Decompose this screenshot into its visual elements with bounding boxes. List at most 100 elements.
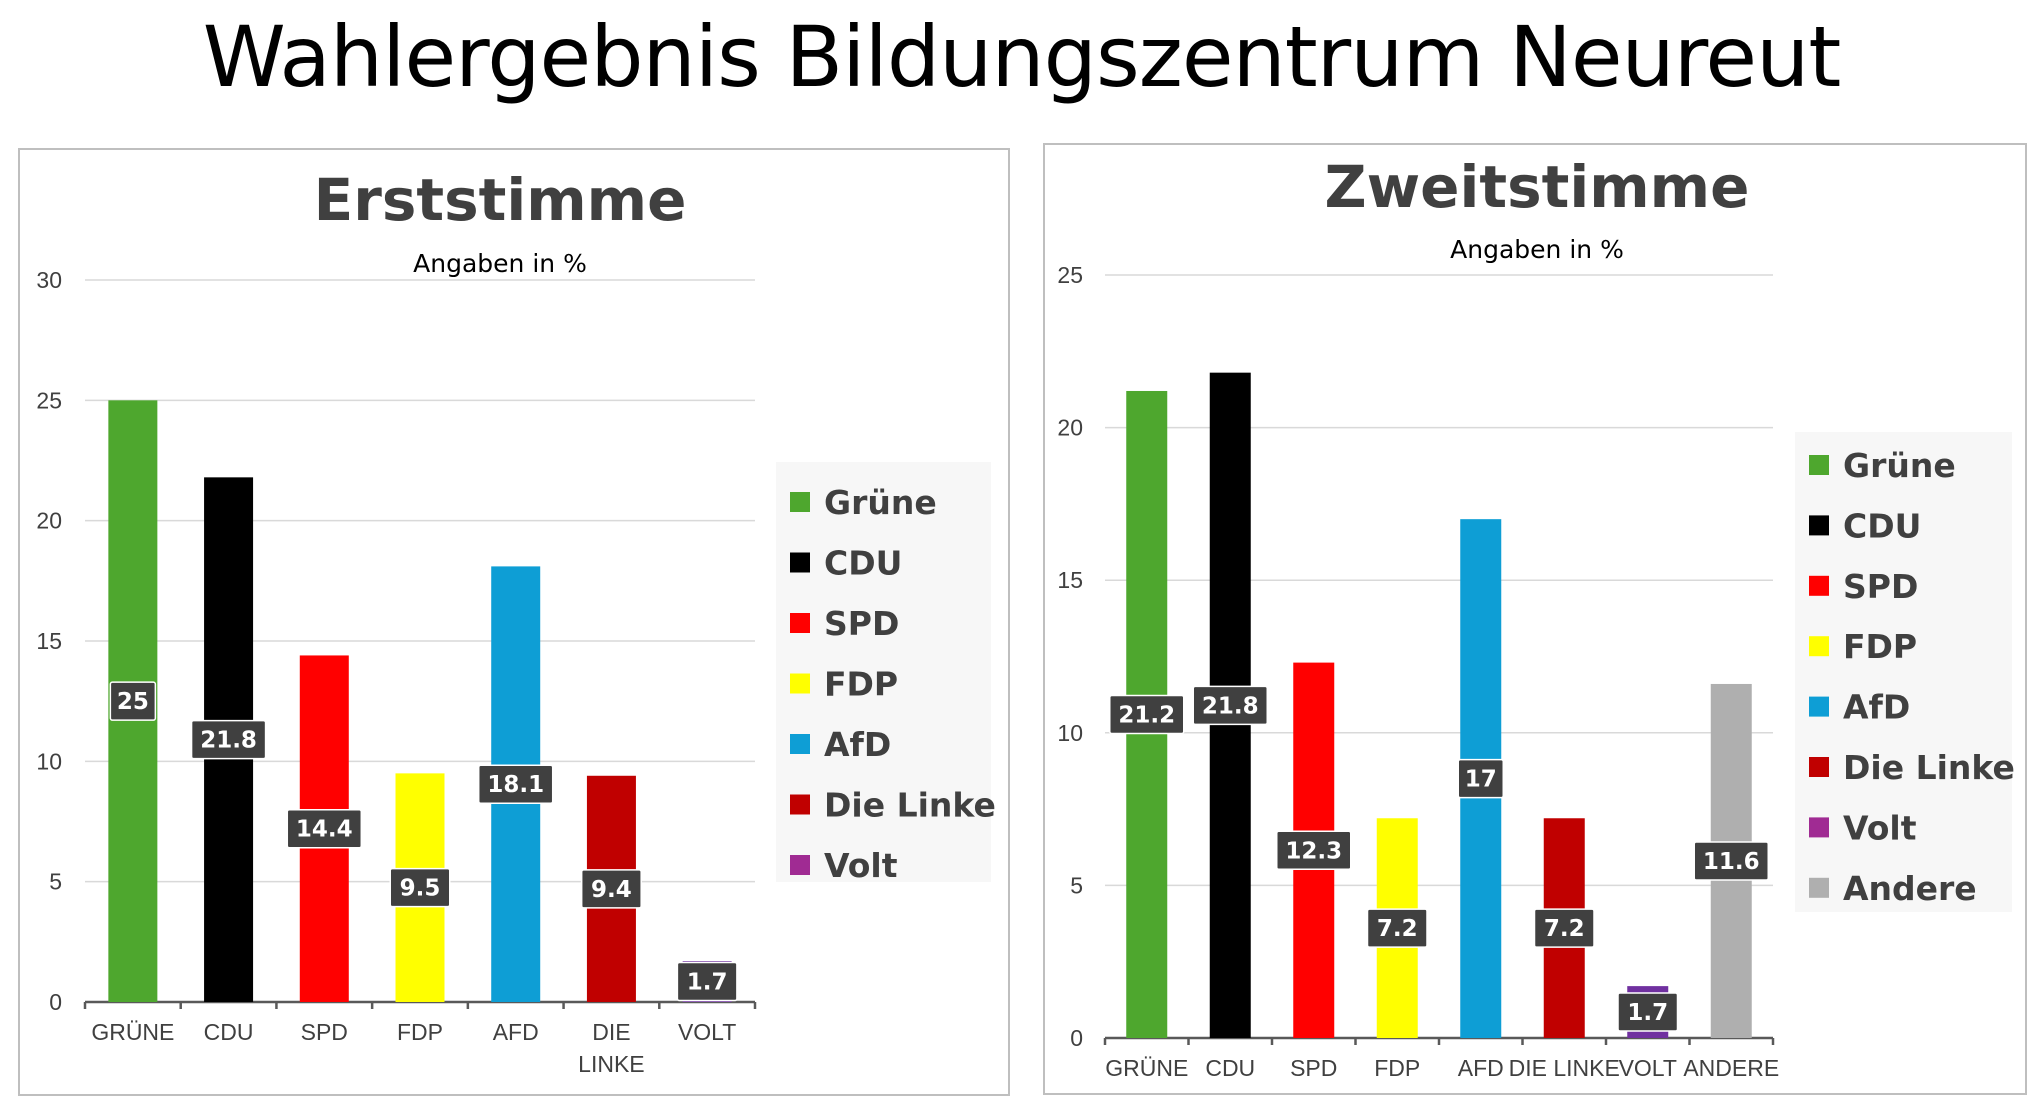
erststimme-data-label-spd: 14.4 (296, 817, 353, 843)
erststimme-legend (776, 462, 991, 882)
zweitstimme-legend-swatch-grüne (1809, 455, 1829, 475)
erststimme-category-label-fdp: FDP (397, 1019, 443, 1045)
erststimme-legend-swatch-volt (790, 855, 810, 875)
erststimme-chart: Erststimme Angaben in % 0 5 10 15 20 25 30 25 21.8… (36, 166, 996, 1077)
zweitstimme-category-label-line: FDP (1374, 1055, 1420, 1081)
erststimme-category-label-spd: SPD (301, 1019, 348, 1045)
erststimme-category-label-line: CDU (204, 1019, 254, 1045)
zweitstimme-y-tick-label: 20 (1057, 415, 1083, 441)
erststimme-data-label-volt: 1.7 (687, 970, 728, 996)
zweitstimme-category-label-line: ANDERE (1683, 1055, 1779, 1081)
zweitstimme-category-label-line: VOLT (1619, 1055, 1677, 1081)
erststimme-category-label-line: VOLT (678, 1019, 736, 1045)
erststimme-y-tick-label: 20 (36, 508, 62, 534)
zweitstimme-legend-swatch-die-linke (1809, 757, 1829, 777)
zweitstimme-category-label-line: AFD (1458, 1055, 1504, 1081)
zweitstimme-legend-swatch-andere (1809, 877, 1829, 898)
zweitstimme-category-label-spd: SPD (1290, 1055, 1337, 1081)
zweitstimme-legend-swatch-fdp (1809, 636, 1829, 657)
zweitstimme-legend-swatch-volt (1809, 817, 1829, 838)
erststimme-legend-swatch-grüne (790, 492, 810, 512)
erststimme-data-label-die-linke: 9.4 (591, 877, 632, 903)
zweitstimme-y-tick-label: 15 (1057, 567, 1083, 593)
erststimme-y-tick-label: 30 (36, 267, 62, 293)
zweitstimme-data-label-box (1457, 758, 1504, 799)
zweitstimme-data-label-box (1366, 908, 1428, 948)
zweitstimme-chart-panel: Zweitstimme Angaben in % 0 5 10 15 20 25 21.2 21.… (1043, 143, 2027, 1095)
erststimme-legend-swatch-afd (790, 734, 810, 754)
erststimme-category-label-line: GRÜNE (91, 1019, 174, 1045)
zweitstimme-category-label-grüne: GRÜNE (1105, 1055, 1188, 1081)
zweitstimme-category-label-line: DIE LINKE (1509, 1055, 1620, 1081)
erststimme-data-label-fdp: 9.5 (400, 876, 441, 902)
erststimme-legend-label-volt: Volt (824, 846, 898, 885)
zweitstimme-data-label-afd: 17 (1465, 767, 1497, 793)
zweitstimme-data-label-die-linke: 7.2 (1544, 916, 1585, 942)
zweitstimme-subtitle: Angaben in % (1450, 235, 1624, 264)
zweitstimme-data-label-box (1192, 685, 1268, 726)
zweitstimme-data-label-spd: 12.3 (1285, 838, 1342, 864)
erststimme-data-label-box (389, 867, 451, 908)
zweitstimme-legend-label-fdp: FDP (1843, 627, 1917, 666)
zweitstimme-y-tick-label: 10 (1057, 720, 1083, 746)
erststimme-legend-swatch-die-linke (790, 794, 810, 815)
erststimme-category-label-line: DIE (592, 1019, 630, 1045)
erststimme-category-label-line: AFD (493, 1019, 539, 1045)
erststimme-data-label-afd: 18.1 (487, 772, 544, 798)
zweitstimme-data-label-box (1276, 830, 1352, 871)
zweitstimme-legend-label-afd: AfD (1843, 688, 1910, 727)
erststimme-legend-swatch-cdu (790, 552, 810, 573)
erststimme-chart-panel: Erststimme Angaben in % 0 5 10 15 20 25 30 25 21.8… (18, 148, 1010, 1096)
zweitstimme-category-label-cdu: CDU (1205, 1055, 1255, 1081)
zweitstimme-category-label-line: CDU (1205, 1055, 1255, 1081)
zweitstimme-y-tick-label: 5 (1070, 872, 1083, 898)
zweitstimme-category-label-line: GRÜNE (1105, 1055, 1188, 1081)
zweitstimme-category-label-fdp: FDP (1374, 1055, 1420, 1081)
zweitstimme-data-label-box (1693, 841, 1769, 881)
erststimme-subtitle: Angaben in % (413, 249, 587, 278)
erststimme-y-tick-label: 25 (36, 387, 62, 413)
erststimme-legend-swatch-fdp (790, 673, 810, 694)
zweitstimme-legend-swatch-cdu (1809, 515, 1829, 536)
erststimme-category-label-line: LINKE (578, 1051, 644, 1077)
zweitstimme-chart: Zweitstimme Angaben in % 0 5 10 15 20 25 21.2 21.… (1057, 153, 2014, 1081)
erststimme-category-label-afd: AFD (493, 1019, 539, 1045)
zweitstimme-legend-label-volt: Volt (1843, 808, 1917, 847)
erststimme-data-label-box (580, 869, 642, 909)
erststimme-legend-label-die-linke: Die Linke (824, 786, 996, 825)
erststimme-y-tick-label: 15 (36, 628, 62, 654)
zweitstimme-data-label-fdp: 7.2 (1377, 916, 1418, 942)
zweitstimme-category-label-line: SPD (1290, 1055, 1337, 1081)
zweitstimme-data-label-box (1109, 694, 1185, 735)
zweitstimme-y-tick-label: 0 (1070, 1025, 1083, 1051)
zweitstimme-data-label-cdu: 21.8 (1202, 693, 1259, 719)
erststimme-category-label-grüne: GRÜNE (91, 1019, 174, 1045)
zweitstimme-category-label-andere: ANDERE (1683, 1055, 1779, 1081)
erststimme-category-label-cdu: CDU (204, 1019, 254, 1045)
erststimme-legend-label-spd: SPD (824, 604, 899, 643)
zweitstimme-category-label-die-linke: DIE LINKE (1509, 1055, 1620, 1081)
erststimme-data-label-box (109, 681, 157, 721)
erststimme-title: Erststimme (314, 166, 687, 234)
erststimme-data-label-cdu: 21.8 (200, 728, 257, 754)
erststimme-data-label-box (190, 719, 267, 760)
erststimme-legend-swatch-spd (790, 613, 810, 633)
erststimme-data-label-box (286, 808, 363, 849)
erststimme-data-label-grüne: 25 (117, 689, 149, 715)
zweitstimme-data-label-box (1617, 992, 1679, 1032)
zweitstimme-legend-label-cdu: CDU (1843, 506, 1921, 545)
erststimme-category-label-volt: VOLT (678, 1019, 736, 1045)
zweitstimme-y-tick-label: 25 (1057, 262, 1083, 288)
erststimme-data-label-box (477, 764, 554, 804)
zweitstimme-data-label-volt: 1.7 (1627, 1000, 1668, 1026)
erststimme-y-tick-label: 10 (36, 748, 62, 774)
erststimme-legend-label-afd: AfD (824, 725, 891, 764)
erststimme-category-label-die-linke: DIE LINKE (578, 1019, 644, 1077)
erststimme-y-tick-label: 5 (49, 869, 62, 895)
erststimme-category-label-line: SPD (301, 1019, 348, 1045)
zweitstimme-legend-label-andere: Andere (1843, 869, 1977, 908)
zweitstimme-legend (1795, 432, 2012, 912)
erststimme-legend-label-fdp: FDP (824, 665, 898, 704)
zweitstimme-legend-label-spd: SPD (1843, 567, 1918, 606)
zweitstimme-data-label-box (1533, 908, 1595, 948)
